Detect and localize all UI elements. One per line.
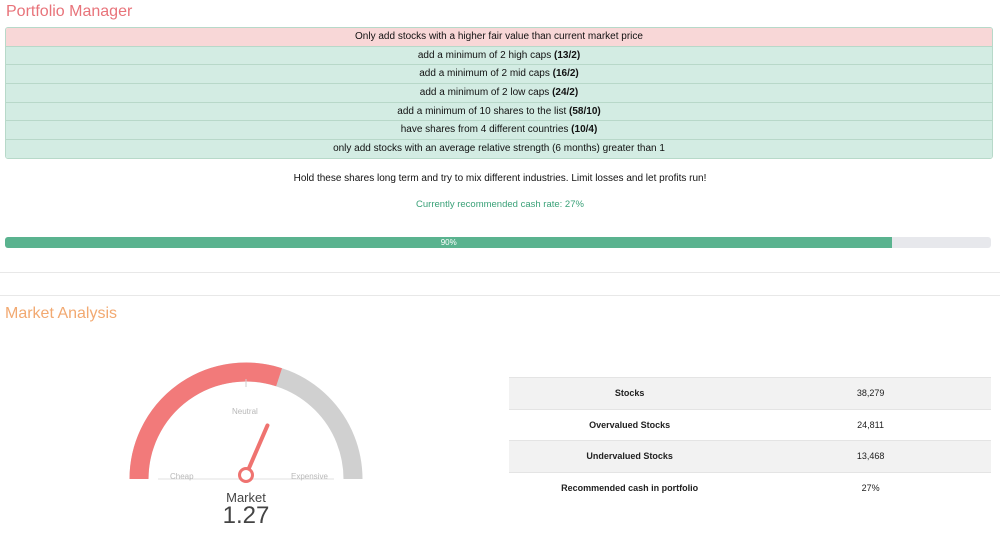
- rule-text: add a minimum of 2 low caps: [420, 87, 552, 98]
- rule-text: add a minimum of 2 mid caps: [419, 68, 552, 79]
- stat-label: Undervalued Stocks: [509, 441, 750, 473]
- portfolio-manager-title: Portfolio Manager: [6, 3, 132, 21]
- gauge-track: [139, 372, 353, 479]
- gauge-cheap-label: Cheap: [170, 472, 194, 481]
- gauge-graphic: [120, 355, 372, 490]
- table-row: Undervalued Stocks 13,468: [509, 441, 991, 473]
- gauge-fill: [139, 372, 279, 479]
- stat-label: Recommended cash in portfolio: [509, 472, 750, 503]
- table-row: Stocks 38,279: [509, 378, 991, 410]
- stat-value: 13,468: [750, 441, 991, 473]
- market-gauge: Neutral Cheap Expensive Market 1.27: [120, 355, 372, 545]
- rule-text: Only add stocks with a higher fair value…: [355, 31, 643, 42]
- gauge-needle-hub: [240, 469, 253, 482]
- rule-text: have shares from 4 different countries: [401, 124, 571, 135]
- rule-countries: have shares from 4 different countries (…: [6, 120, 992, 139]
- stat-label: Stocks: [509, 378, 750, 410]
- rule-count: (10/4): [571, 124, 597, 135]
- table-row: Recommended cash in portfolio 27%: [509, 472, 991, 503]
- market-stats-table: Stocks 38,279 Overvalued Stocks 24,811 U…: [509, 377, 991, 503]
- stat-value: 27%: [750, 472, 991, 503]
- rule-fair-value: Only add stocks with a higher fair value…: [6, 28, 992, 46]
- rule-text: only add stocks with an average relative…: [333, 143, 665, 154]
- section-divider: [0, 272, 1000, 273]
- portfolio-progress-bar: 90%: [5, 237, 991, 248]
- progress-fill: 90%: [5, 237, 892, 248]
- rule-count: (13/2): [554, 50, 580, 61]
- cash-rate-text: Currently recommended cash rate: 27%: [0, 199, 1000, 210]
- rule-low-caps: add a minimum of 2 low caps (24/2): [6, 83, 992, 102]
- rule-count: (24/2): [552, 87, 578, 98]
- gauge-expensive-label: Expensive: [291, 472, 328, 481]
- table-row: Overvalued Stocks 24,811: [509, 409, 991, 441]
- rule-text: add a minimum of 2 high caps: [418, 50, 554, 61]
- rule-count: (58/10): [569, 106, 601, 117]
- market-analysis-title: Market Analysis: [5, 305, 117, 323]
- stat-value: 38,279: [750, 378, 991, 410]
- stat-label: Overvalued Stocks: [509, 409, 750, 441]
- gauge-value: 1.27: [120, 502, 372, 530]
- portfolio-rules-list: Only add stocks with a higher fair value…: [5, 27, 993, 159]
- gauge-needle: [246, 425, 267, 475]
- rule-count: (16/2): [553, 68, 579, 79]
- gauge-neutral-label: Neutral: [232, 407, 258, 416]
- rule-mid-caps: add a minimum of 2 mid caps (16/2): [6, 64, 992, 83]
- rule-relative-strength: only add stocks with an average relative…: [6, 139, 992, 158]
- rule-high-caps: add a minimum of 2 high caps (13/2): [6, 46, 992, 65]
- rule-text: add a minimum of 10 shares to the list: [397, 106, 569, 117]
- hold-advice-text: Hold these shares long term and try to m…: [0, 173, 1000, 184]
- section-divider: [0, 295, 1000, 296]
- rule-min-shares: add a minimum of 10 shares to the list (…: [6, 102, 992, 121]
- stat-value: 24,811: [750, 409, 991, 441]
